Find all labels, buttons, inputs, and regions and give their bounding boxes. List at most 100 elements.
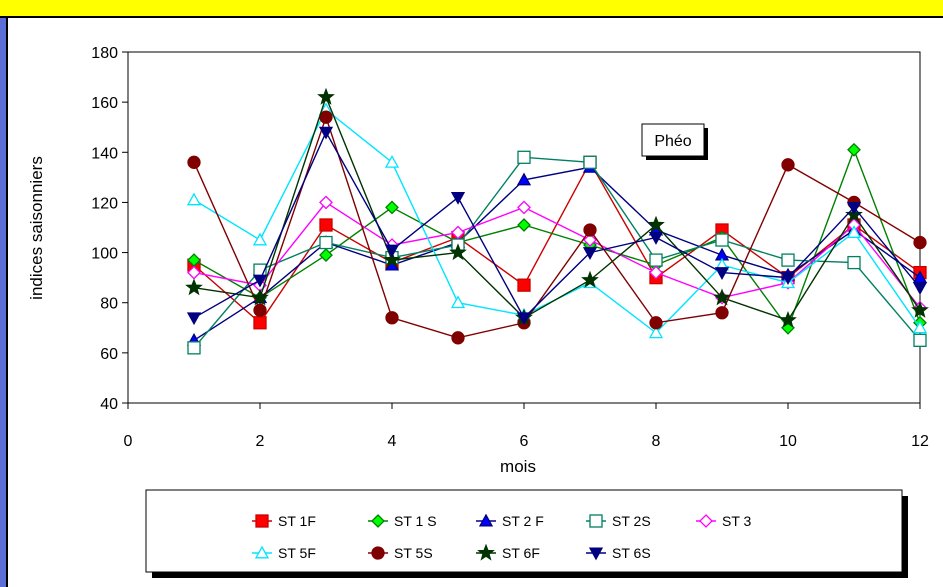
data-point	[517, 218, 531, 232]
data-point	[913, 235, 927, 250]
data-point	[253, 303, 267, 317]
data-point	[847, 142, 861, 157]
y-tick-label: 140	[91, 145, 118, 162]
data-point	[319, 248, 333, 263]
data-point	[846, 225, 862, 238]
data-point	[781, 253, 795, 267]
x-tick-label: 10	[779, 433, 797, 450]
annotation-frame	[641, 123, 705, 157]
series-line	[193, 130, 921, 319]
x-tick-label: 8	[652, 433, 661, 450]
y-axis-ticks: 40 60 80 100 120 140 160 180	[91, 45, 128, 413]
data-point	[450, 295, 466, 309]
data-point	[713, 288, 731, 306]
legend: ST 1F ST 1 S ST 2 F ST 2S ST 3 ST 5F ST 5S ST 6…	[145, 489, 908, 578]
data-point	[911, 300, 929, 318]
series-line	[193, 95, 921, 322]
data-point	[517, 278, 531, 292]
legend-marker	[254, 545, 270, 559]
series-st-6s	[186, 126, 928, 326]
x-tick-label: 12	[911, 433, 929, 450]
legend-item: ST 3	[696, 513, 752, 529]
data-point	[186, 312, 202, 326]
series-line	[193, 114, 921, 339]
data-point	[384, 154, 400, 168]
data-point	[318, 126, 334, 140]
data-point	[581, 270, 599, 288]
legend-item: ST 2S	[586, 513, 651, 529]
data-point	[583, 155, 597, 169]
legend-marker	[477, 543, 495, 561]
legend-label: ST 1F	[278, 513, 316, 529]
legend-frame	[145, 489, 903, 573]
data-point	[383, 250, 401, 268]
top-header-band	[0, 0, 943, 18]
data-point	[385, 200, 399, 215]
annotation-box: Phéo	[641, 123, 708, 160]
data-point	[450, 191, 466, 205]
series-st-6f	[185, 87, 929, 328]
series-line	[193, 166, 921, 341]
series-st-2s	[187, 150, 927, 355]
legend-marker	[255, 514, 269, 528]
data-point	[912, 320, 928, 334]
data-point	[187, 155, 201, 169]
series-layer	[185, 87, 929, 355]
legend-marker	[588, 547, 604, 561]
x-tick-label: 6	[520, 433, 529, 450]
data-point	[253, 316, 267, 330]
data-point	[252, 232, 268, 246]
legend-marker	[478, 513, 494, 527]
legend-marker	[699, 514, 713, 528]
data-point	[715, 306, 729, 320]
left-side-band	[0, 18, 8, 587]
data-point	[846, 201, 862, 215]
legend-item: ST 6F	[476, 543, 540, 561]
data-point	[715, 233, 729, 247]
legend-marker	[589, 514, 603, 528]
data-point	[319, 195, 333, 210]
legend-label: ST 6F	[502, 545, 540, 561]
data-point	[384, 244, 400, 258]
data-point	[251, 288, 269, 306]
x-axis-ticks: 0 2 4 6 8 10 12	[124, 403, 929, 450]
data-point	[517, 200, 531, 215]
x-tick-label: 2	[256, 433, 265, 450]
legend-item: ST 5F	[252, 545, 316, 561]
data-point	[912, 282, 928, 296]
annotation-label: Phéo	[654, 133, 691, 150]
data-point	[649, 265, 663, 280]
legend-items: ST 1F ST 1 S ST 2 F ST 2S ST 3 ST 5F ST 5S ST 6…	[252, 513, 752, 561]
data-point	[648, 232, 664, 245]
y-tick-label: 100	[91, 246, 118, 263]
legend-item: ST 5S	[368, 545, 433, 561]
legend-label: ST 5F	[278, 545, 316, 561]
legend-item: ST 2 F	[476, 513, 544, 529]
data-point	[385, 311, 399, 325]
legend-item: ST 1F	[252, 513, 316, 529]
data-point	[649, 253, 663, 267]
data-point	[185, 278, 203, 296]
data-point	[648, 325, 664, 339]
y-tick-label: 60	[100, 346, 118, 363]
legend-label: ST 2S	[612, 513, 651, 529]
data-point	[449, 243, 467, 261]
data-point	[319, 110, 333, 124]
data-point	[779, 311, 797, 328]
data-point	[649, 316, 663, 330]
series-line	[193, 147, 921, 330]
legend-label: ST 3	[722, 513, 752, 529]
y-tick-label: 80	[100, 296, 118, 313]
x-axis-title: mois	[500, 457, 536, 476]
legend-label: ST 2 F	[502, 513, 544, 529]
data-point	[451, 225, 465, 240]
y-axis-title: indices saisonniers	[27, 156, 46, 300]
legend-marker	[371, 514, 385, 528]
data-point	[186, 192, 202, 206]
data-point	[781, 158, 795, 172]
data-point	[317, 87, 335, 105]
legend-item: ST 6S	[586, 545, 651, 561]
data-point	[583, 223, 597, 237]
data-point	[847, 255, 861, 270]
